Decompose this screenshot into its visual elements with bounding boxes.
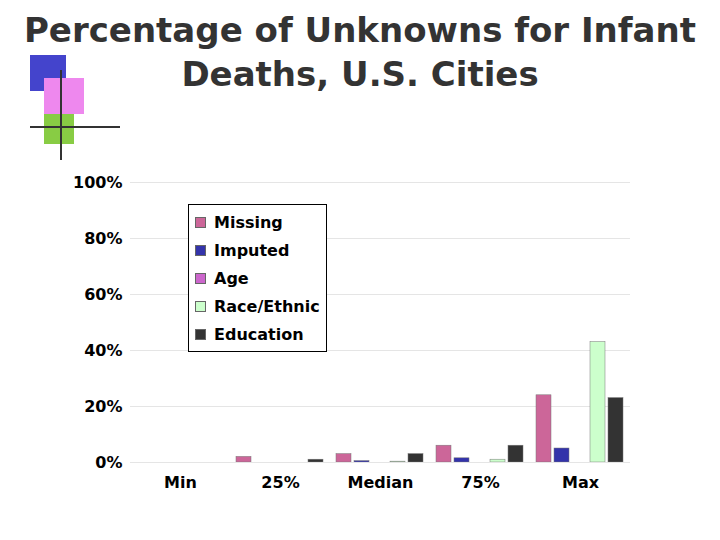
html-text:Percentage of Unknowns for Inf: Percentage of Unknowns for Infant Deaths… [24, 10, 696, 94]
html-text:Missing: Missing [214, 212, 283, 232]
svg-text:Median: Median [348, 473, 414, 492]
html-text:Imputed: Imputed [214, 240, 290, 260]
svg-text:60%: 60% [84, 285, 122, 304]
svg-text:Min: Min [164, 473, 197, 492]
html-text:Race/Ethnic: Race/Ethnic [214, 296, 320, 316]
html-text:Age: Age [214, 268, 249, 288]
svg-text:0%: 0% [95, 453, 122, 472]
svg-text:80%: 80% [84, 229, 122, 248]
svg-text:75%: 75% [461, 473, 499, 492]
svg-text:Max: Max [562, 473, 600, 492]
html-text:Education: Education [214, 324, 304, 344]
svg-text:25%: 25% [261, 473, 299, 492]
svg-text:100%: 100% [73, 173, 122, 192]
svg-text:40%: 40% [84, 341, 122, 360]
svg-text:20%: 20% [84, 397, 122, 416]
